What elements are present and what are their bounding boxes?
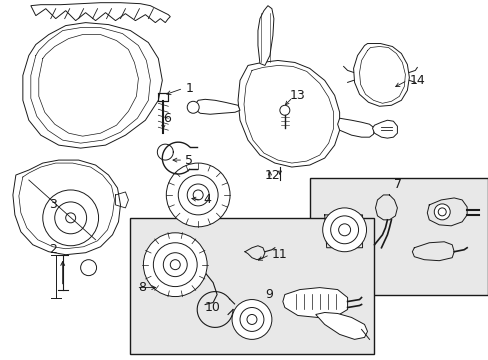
Polygon shape (372, 120, 397, 138)
Polygon shape (282, 288, 347, 318)
Circle shape (187, 101, 199, 113)
Polygon shape (258, 6, 273, 66)
Polygon shape (337, 118, 374, 137)
Text: 12: 12 (264, 168, 280, 181)
Circle shape (143, 233, 207, 297)
Polygon shape (23, 23, 162, 148)
Polygon shape (13, 160, 120, 255)
Text: 7: 7 (394, 179, 402, 192)
Circle shape (232, 300, 271, 339)
Text: 9: 9 (264, 288, 272, 301)
Bar (309, 178, 487, 294)
Polygon shape (31, 3, 170, 23)
Polygon shape (195, 99, 240, 114)
Circle shape (81, 260, 96, 276)
Circle shape (193, 190, 203, 200)
Circle shape (65, 213, 76, 223)
Text: 5: 5 (185, 154, 193, 167)
Text: 10: 10 (205, 301, 221, 314)
Text: 8: 8 (138, 281, 146, 294)
Text: 3: 3 (49, 198, 57, 211)
Text: 4: 4 (203, 193, 211, 206)
Bar (158, 93, 168, 101)
Circle shape (153, 243, 197, 287)
Circle shape (246, 315, 256, 324)
Text: 6: 6 (163, 112, 171, 125)
Circle shape (178, 175, 218, 215)
Circle shape (42, 190, 99, 246)
Circle shape (322, 208, 366, 252)
Circle shape (433, 204, 449, 220)
Text: 13: 13 (289, 89, 305, 102)
Circle shape (55, 202, 86, 234)
Circle shape (163, 253, 187, 276)
Circle shape (187, 184, 209, 206)
Circle shape (240, 307, 264, 332)
Polygon shape (353, 44, 408, 106)
Polygon shape (315, 312, 367, 339)
Text: 2: 2 (49, 243, 57, 256)
Text: 14: 14 (408, 74, 424, 87)
Circle shape (338, 224, 350, 236)
Circle shape (330, 216, 358, 244)
Circle shape (437, 208, 446, 216)
Bar (130, 218, 374, 354)
Circle shape (166, 163, 229, 227)
Circle shape (279, 105, 289, 115)
Text: 1: 1 (185, 82, 193, 95)
Circle shape (170, 260, 180, 270)
Text: 11: 11 (271, 248, 287, 261)
Polygon shape (238, 60, 339, 167)
